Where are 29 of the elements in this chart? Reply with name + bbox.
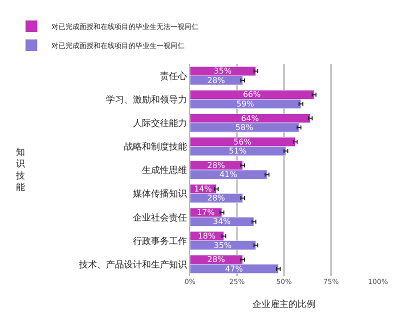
y-tick-label: 行政事务工作 [133, 236, 188, 247]
data-label: 66% [242, 90, 262, 100]
data-label: 58% [235, 122, 254, 132]
data-label: 17% [196, 208, 216, 218]
data-label: 35% [214, 240, 232, 250]
y-tick-label: 媒体传播知识 [133, 188, 188, 200]
y-tick-label: 人际交往能力 [133, 118, 188, 130]
y-tick-label: 技术、产品设计和生产知识 [78, 259, 188, 270]
data-label: 56% [234, 137, 252, 146]
x-axis-title: 企业雇主的比例 [252, 298, 316, 310]
y-tick-label: 战略和制度技能 [124, 142, 188, 153]
y-tick-label: 生成性思维 [142, 165, 188, 176]
data-label: 34% [212, 217, 232, 226]
data-label: 14% [194, 184, 212, 194]
data-label: 51% [228, 146, 248, 156]
data-label: 28% [207, 255, 226, 264]
data-label: 64% [241, 114, 260, 123]
data-label: 28% [207, 194, 226, 203]
data-label: 35% [214, 66, 232, 76]
y-tick-label: 责任心 [160, 70, 188, 82]
y-tick-label: 企业社会责任 [133, 212, 188, 224]
data-label: 28% [207, 76, 226, 85]
data-label: 41% [219, 170, 238, 180]
data-label: 59% [236, 99, 255, 108]
data-label: 18% [198, 232, 216, 241]
text: 知识技能 [15, 147, 25, 194]
y-tick-label: 学习、激励和领导力 [106, 94, 188, 106]
data-label: 47% [225, 264, 244, 274]
data-label: 28% [207, 160, 226, 170]
